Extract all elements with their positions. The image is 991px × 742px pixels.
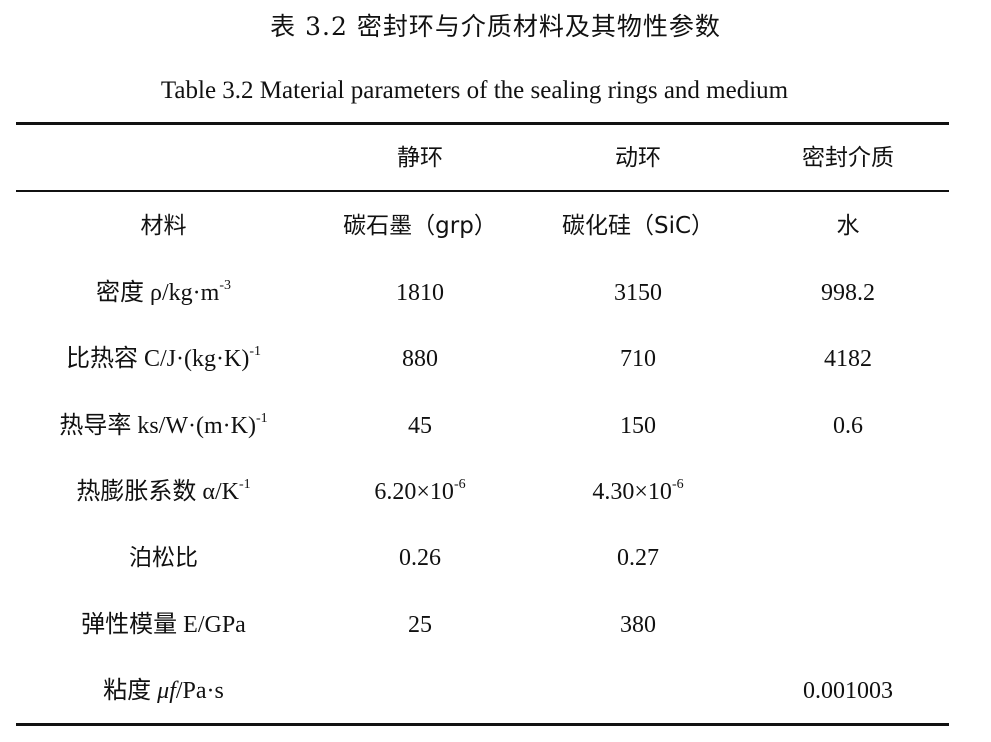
row-label-elastic-modulus: 弹性模量 E/GPa [16, 610, 311, 640]
row-label-text: 材料 [140, 213, 187, 239]
row-label-exponent: -1 [238, 477, 251, 492]
row-label-text: 比热容 C/J·(kg·K) [66, 346, 250, 372]
sci-exponent: -6 [453, 477, 466, 492]
cell-density-stationary: 1810 [396, 280, 444, 306]
cell-material-rotating: 碳化硅（SiC） [561, 213, 715, 239]
row-label-text: 弹性模量 E/GPa [81, 612, 246, 638]
header-stationary-ring: 静环 [397, 145, 443, 171]
row-label-exponent: -3 [219, 278, 231, 293]
sci-base: 6.20×10 [374, 479, 454, 505]
row-label-prefix: 粘度 [103, 678, 158, 704]
row-label-exponent: -1 [255, 411, 268, 426]
cell-conductivity-stationary: 45 [408, 413, 432, 439]
row-label-thermal-expansion: 热膨胀系数 α/K-1 [16, 477, 311, 507]
table-caption-english: Table 3.2 Material parameters of the sea… [160, 77, 789, 104]
cell-specific-heat-medium: 4182 [824, 346, 872, 372]
row-label-viscosity: 粘度 μf/Pa·s [16, 676, 311, 706]
row-label-text: 泊松比 [129, 545, 198, 571]
sci-exponent: -6 [671, 477, 684, 492]
cell-poisson-stationary: 0.26 [399, 545, 441, 571]
row-label-poisson-ratio: 泊松比 [16, 543, 311, 573]
cell-density-medium: 998.2 [821, 280, 875, 306]
cell-viscosity-medium: 0.001003 [803, 678, 893, 704]
table-bottom-rule [16, 723, 949, 726]
row-label-text: 热导率 ks/W·(m·K) [59, 413, 256, 439]
cell-conductivity-rotating: 150 [620, 413, 656, 439]
sci-base: 4.30×10 [592, 479, 672, 505]
table-caption-chinese: 表 3.2 密封环与介质材料及其物性参数 [270, 12, 721, 41]
cell-expansion-rotating: 4.30×10-6 [529, 477, 747, 507]
cell-material-stationary: 碳石墨（grp） [343, 213, 497, 239]
cell-modulus-stationary: 25 [408, 612, 432, 638]
row-label-text: 密度 ρ/kg·m [96, 280, 220, 306]
header-sealing-medium: 密封介质 [802, 145, 894, 171]
cell-modulus-rotating: 380 [620, 612, 656, 638]
cell-conductivity-medium: 0.6 [833, 413, 863, 439]
row-label-symbol: μf [157, 678, 176, 704]
cell-poisson-rotating: 0.27 [617, 545, 659, 571]
cell-specific-heat-stationary: 880 [402, 346, 438, 372]
cell-specific-heat-rotating: 710 [620, 346, 656, 372]
cell-expansion-stationary: 6.20×10-6 [311, 477, 529, 507]
row-label-suffix: /Pa·s [175, 678, 224, 704]
row-label-specific-heat: 比热容 C/J·(kg·K)-1 [16, 344, 311, 374]
row-label-density: 密度 ρ/kg·m-3 [16, 278, 311, 308]
cell-material-medium: 水 [836, 213, 860, 239]
table-top-rule [16, 122, 949, 125]
row-label-text: 热膨胀系数 α/K [76, 479, 239, 505]
row-label-exponent: -1 [249, 344, 261, 359]
row-label-material: 材料 [16, 211, 311, 241]
table-header-rule [16, 190, 949, 192]
header-rotating-ring: 动环 [615, 145, 661, 171]
row-label-thermal-conductivity: 热导率 ks/W·(m·K)-1 [16, 411, 311, 441]
cell-density-rotating: 3150 [614, 280, 662, 306]
